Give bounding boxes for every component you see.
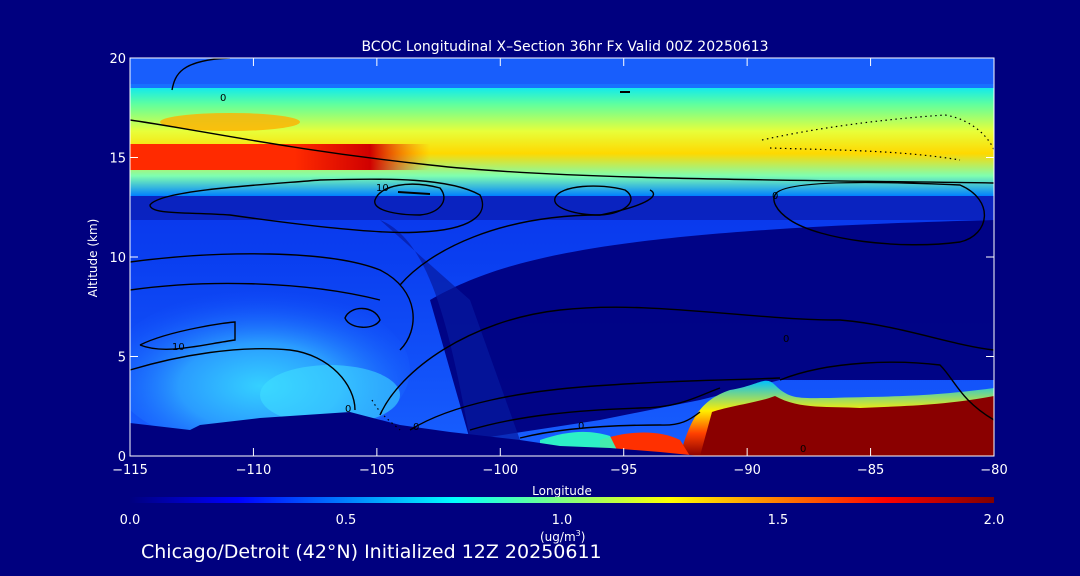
colorbar: [130, 497, 994, 503]
x-tick-label: −115: [112, 463, 148, 478]
contour-lines: [130, 58, 994, 439]
y-tick-label: 15: [109, 152, 126, 167]
y-axis: 0 5 10 15 20: [109, 52, 994, 465]
contour-label: 10: [376, 183, 389, 194]
colorbar-tick-label: 0.5: [336, 513, 357, 528]
x-tick-label: −85: [857, 463, 884, 478]
x-tick-label: −90: [733, 463, 760, 478]
stratospheric-band: [130, 84, 994, 196]
terrain: [130, 412, 700, 456]
colorbar-units-superscript: 3: [576, 529, 581, 538]
y-tick-label: 5: [118, 351, 126, 366]
contour-label-group: 0 10 10 0 0 0 0 0 0: [172, 93, 806, 455]
x-tick-label: −95: [610, 463, 637, 478]
colorbar-units-close: ): [581, 530, 586, 544]
y-tick-label: 0: [118, 450, 126, 465]
contour-label: 0: [783, 334, 789, 345]
colorbar-ticks: 0.0 0.5 1.0 1.5 2.0: [120, 513, 1005, 528]
contour-arrow: [397, 191, 431, 195]
colorbar-tick-label: 0.0: [120, 513, 141, 528]
contour-label: 0: [578, 421, 584, 432]
plume-core: [700, 396, 994, 456]
x-tick-label: −110: [236, 463, 272, 478]
contour-label: 10: [172, 342, 185, 353]
x-axis: −115 −110 −105 −100 −95 −90 −85 −80: [112, 58, 1008, 478]
contour-label: 0: [800, 444, 806, 455]
colorbar-units-label: (ug/m: [540, 530, 576, 544]
chart-title: BCOC Longitudinal X–Section 36hr Fx Vali…: [361, 39, 768, 55]
footer-location: Chicago/Detroit (42°N) Initialized 12Z 2…: [141, 541, 602, 563]
y-tick-label: 20: [109, 52, 126, 67]
band-core: [130, 144, 430, 170]
colorbar-tick-label: 2.0: [984, 513, 1005, 528]
y-axis-label: Altitude (km): [86, 219, 100, 298]
colorbar-units: (ug/m3): [540, 529, 585, 544]
colorbar-tick-label: 1.0: [552, 513, 573, 528]
contour-label: 0: [413, 422, 419, 433]
x-axis-label: Longitude: [532, 484, 592, 498]
contour-label: 0: [220, 93, 226, 104]
x-tick-label: −100: [482, 463, 518, 478]
dotted-contours: [371, 114, 994, 431]
contour-label: 0: [772, 191, 778, 202]
heatmap-field: [130, 58, 994, 456]
east-dark-region: [430, 220, 994, 440]
contour-label: 0: [345, 404, 351, 415]
x-tick-label: −80: [980, 463, 1007, 478]
colorbar-tick-label: 1.5: [768, 513, 789, 528]
y-tick-label: 10: [109, 251, 126, 266]
x-tick-label: −105: [359, 463, 395, 478]
